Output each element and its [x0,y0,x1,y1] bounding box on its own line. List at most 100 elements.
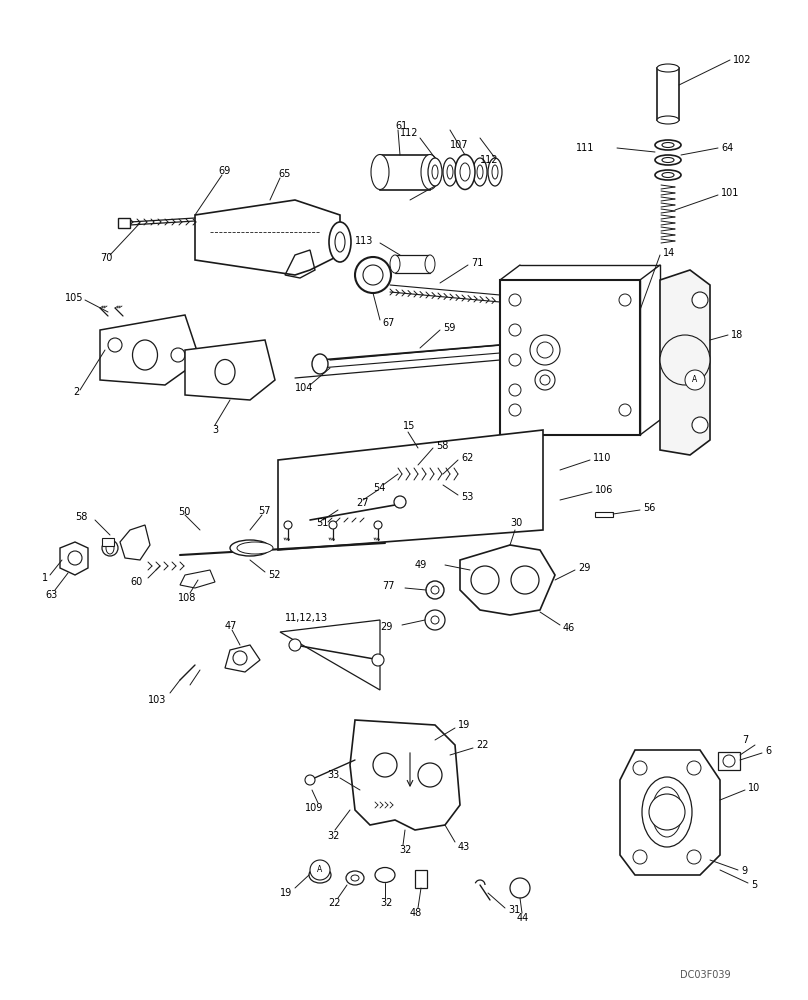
Polygon shape [195,200,340,275]
Ellipse shape [652,787,682,837]
Text: 103: 103 [148,695,166,705]
Circle shape [108,338,122,352]
Circle shape [510,878,530,898]
Ellipse shape [329,222,351,262]
Ellipse shape [655,140,681,150]
Text: 61: 61 [395,121,407,131]
Circle shape [305,775,315,785]
Circle shape [363,265,383,285]
Ellipse shape [447,165,453,179]
Text: A: A [692,375,697,384]
Text: 6: 6 [765,746,771,756]
Ellipse shape [133,340,158,370]
Text: A: A [318,865,322,874]
Ellipse shape [329,521,337,529]
Circle shape [68,551,82,565]
Ellipse shape [662,172,674,178]
Text: 70: 70 [100,253,112,263]
Ellipse shape [335,232,345,252]
Ellipse shape [315,871,325,879]
Ellipse shape [421,154,439,190]
Text: 43: 43 [458,842,470,852]
Polygon shape [460,545,555,615]
Polygon shape [278,430,543,550]
Ellipse shape [455,154,475,190]
Text: 109: 109 [305,803,323,813]
Circle shape [685,370,705,390]
Text: 49: 49 [415,560,427,570]
Circle shape [660,335,710,385]
Circle shape [509,404,521,416]
Ellipse shape [642,777,692,847]
Text: 14: 14 [663,248,675,258]
Circle shape [425,610,445,630]
Text: 32: 32 [399,845,411,855]
Ellipse shape [106,542,114,554]
Text: 46: 46 [563,623,575,633]
Text: 67: 67 [382,318,394,328]
Circle shape [687,761,701,775]
Ellipse shape [657,64,679,72]
Ellipse shape [488,158,502,186]
Ellipse shape [431,586,439,594]
Text: 15: 15 [403,421,415,431]
Polygon shape [620,750,720,875]
Circle shape [509,324,521,336]
Text: 47: 47 [225,621,238,631]
Text: 33: 33 [327,770,339,780]
Ellipse shape [477,165,483,179]
Bar [657,68,679,120]
Ellipse shape [492,165,498,179]
Bar [380,155,430,190]
Ellipse shape [215,360,235,384]
Ellipse shape [657,116,679,124]
Circle shape [692,417,708,433]
Text: 107: 107 [450,140,469,150]
Ellipse shape [662,142,674,147]
Text: 27: 27 [356,498,368,508]
Circle shape [619,294,631,306]
Text: 30: 30 [510,518,522,528]
Circle shape [687,850,701,864]
Circle shape [310,860,330,880]
Ellipse shape [432,165,438,179]
Circle shape [394,496,406,508]
Ellipse shape [655,170,681,180]
Text: 7: 7 [742,735,748,745]
Ellipse shape [426,581,444,599]
Ellipse shape [371,154,389,190]
Ellipse shape [284,521,292,529]
Text: 112: 112 [480,155,499,165]
Text: 65: 65 [278,169,290,179]
Ellipse shape [460,163,470,181]
Text: 48: 48 [410,908,423,918]
Circle shape [373,753,397,777]
Text: 22: 22 [476,740,489,750]
Text: 58: 58 [436,441,448,451]
Circle shape [509,384,521,396]
Bar [102,538,114,546]
Circle shape [619,404,631,416]
Ellipse shape [662,157,674,162]
Bar [718,752,740,770]
Circle shape [431,616,439,624]
Circle shape [692,292,708,308]
Text: 112: 112 [400,128,419,138]
Circle shape [511,566,539,594]
Circle shape [355,257,391,293]
Ellipse shape [351,875,359,881]
Ellipse shape [473,158,487,186]
Text: 108: 108 [178,593,196,603]
Text: 113: 113 [355,236,373,246]
Text: 56: 56 [643,503,655,513]
Text: 71: 71 [471,258,483,268]
Ellipse shape [230,540,270,556]
Polygon shape [660,270,710,455]
Text: 10: 10 [748,783,760,793]
Text: 63: 63 [45,590,57,600]
Text: 22: 22 [328,898,340,908]
Bar [595,512,613,517]
Circle shape [723,755,735,767]
Ellipse shape [655,155,681,165]
Text: 31: 31 [508,905,520,915]
